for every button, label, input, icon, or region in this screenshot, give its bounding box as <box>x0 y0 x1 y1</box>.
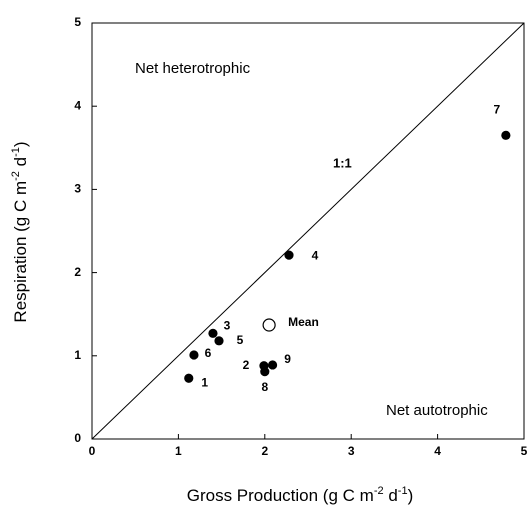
annotation: Net heterotrophic <box>135 60 251 77</box>
x-tick-label: 4 <box>434 444 441 458</box>
point-label: 8 <box>261 380 268 394</box>
x-tick-label: 5 <box>521 444 528 458</box>
point-label: Mean <box>288 315 319 329</box>
point <box>208 328 218 338</box>
point-label: 9 <box>284 352 291 366</box>
point-label: 4 <box>312 248 319 262</box>
y-tick-label: 3 <box>74 182 81 196</box>
x-axis-label: Gross Production (g C m-2 d-1) <box>187 485 413 506</box>
x-tick-label: 3 <box>348 444 355 458</box>
y-tick-label: 5 <box>74 15 81 29</box>
point <box>189 350 199 360</box>
point <box>184 373 194 383</box>
y-tick-label: 0 <box>74 431 81 445</box>
point-label: 7 <box>494 102 501 116</box>
point <box>262 318 276 332</box>
annotation: 1:1 <box>333 155 352 170</box>
x-tick-label: 0 <box>89 444 96 458</box>
point-label: 1 <box>201 375 208 389</box>
point <box>284 250 294 260</box>
x-tick-label: 1 <box>175 444 182 458</box>
point <box>214 336 224 346</box>
y-tick-label: 1 <box>74 348 81 362</box>
one-to-one-line <box>91 22 525 440</box>
plot-frame <box>91 22 525 440</box>
point-label: 2 <box>243 358 250 372</box>
y-tick-label: 2 <box>74 265 81 279</box>
y-axis-label: Respiration (g C m-2 d-1) <box>10 141 31 322</box>
point <box>260 367 270 377</box>
point <box>501 130 511 140</box>
annotation: Net autotrophic <box>386 402 488 419</box>
x-tick-label: 2 <box>261 444 268 458</box>
point <box>267 360 278 370</box>
y-tick-label: 4 <box>74 98 81 112</box>
point-label: 5 <box>237 333 244 347</box>
point-label: 6 <box>205 346 212 360</box>
point-label: 3 <box>224 319 231 333</box>
